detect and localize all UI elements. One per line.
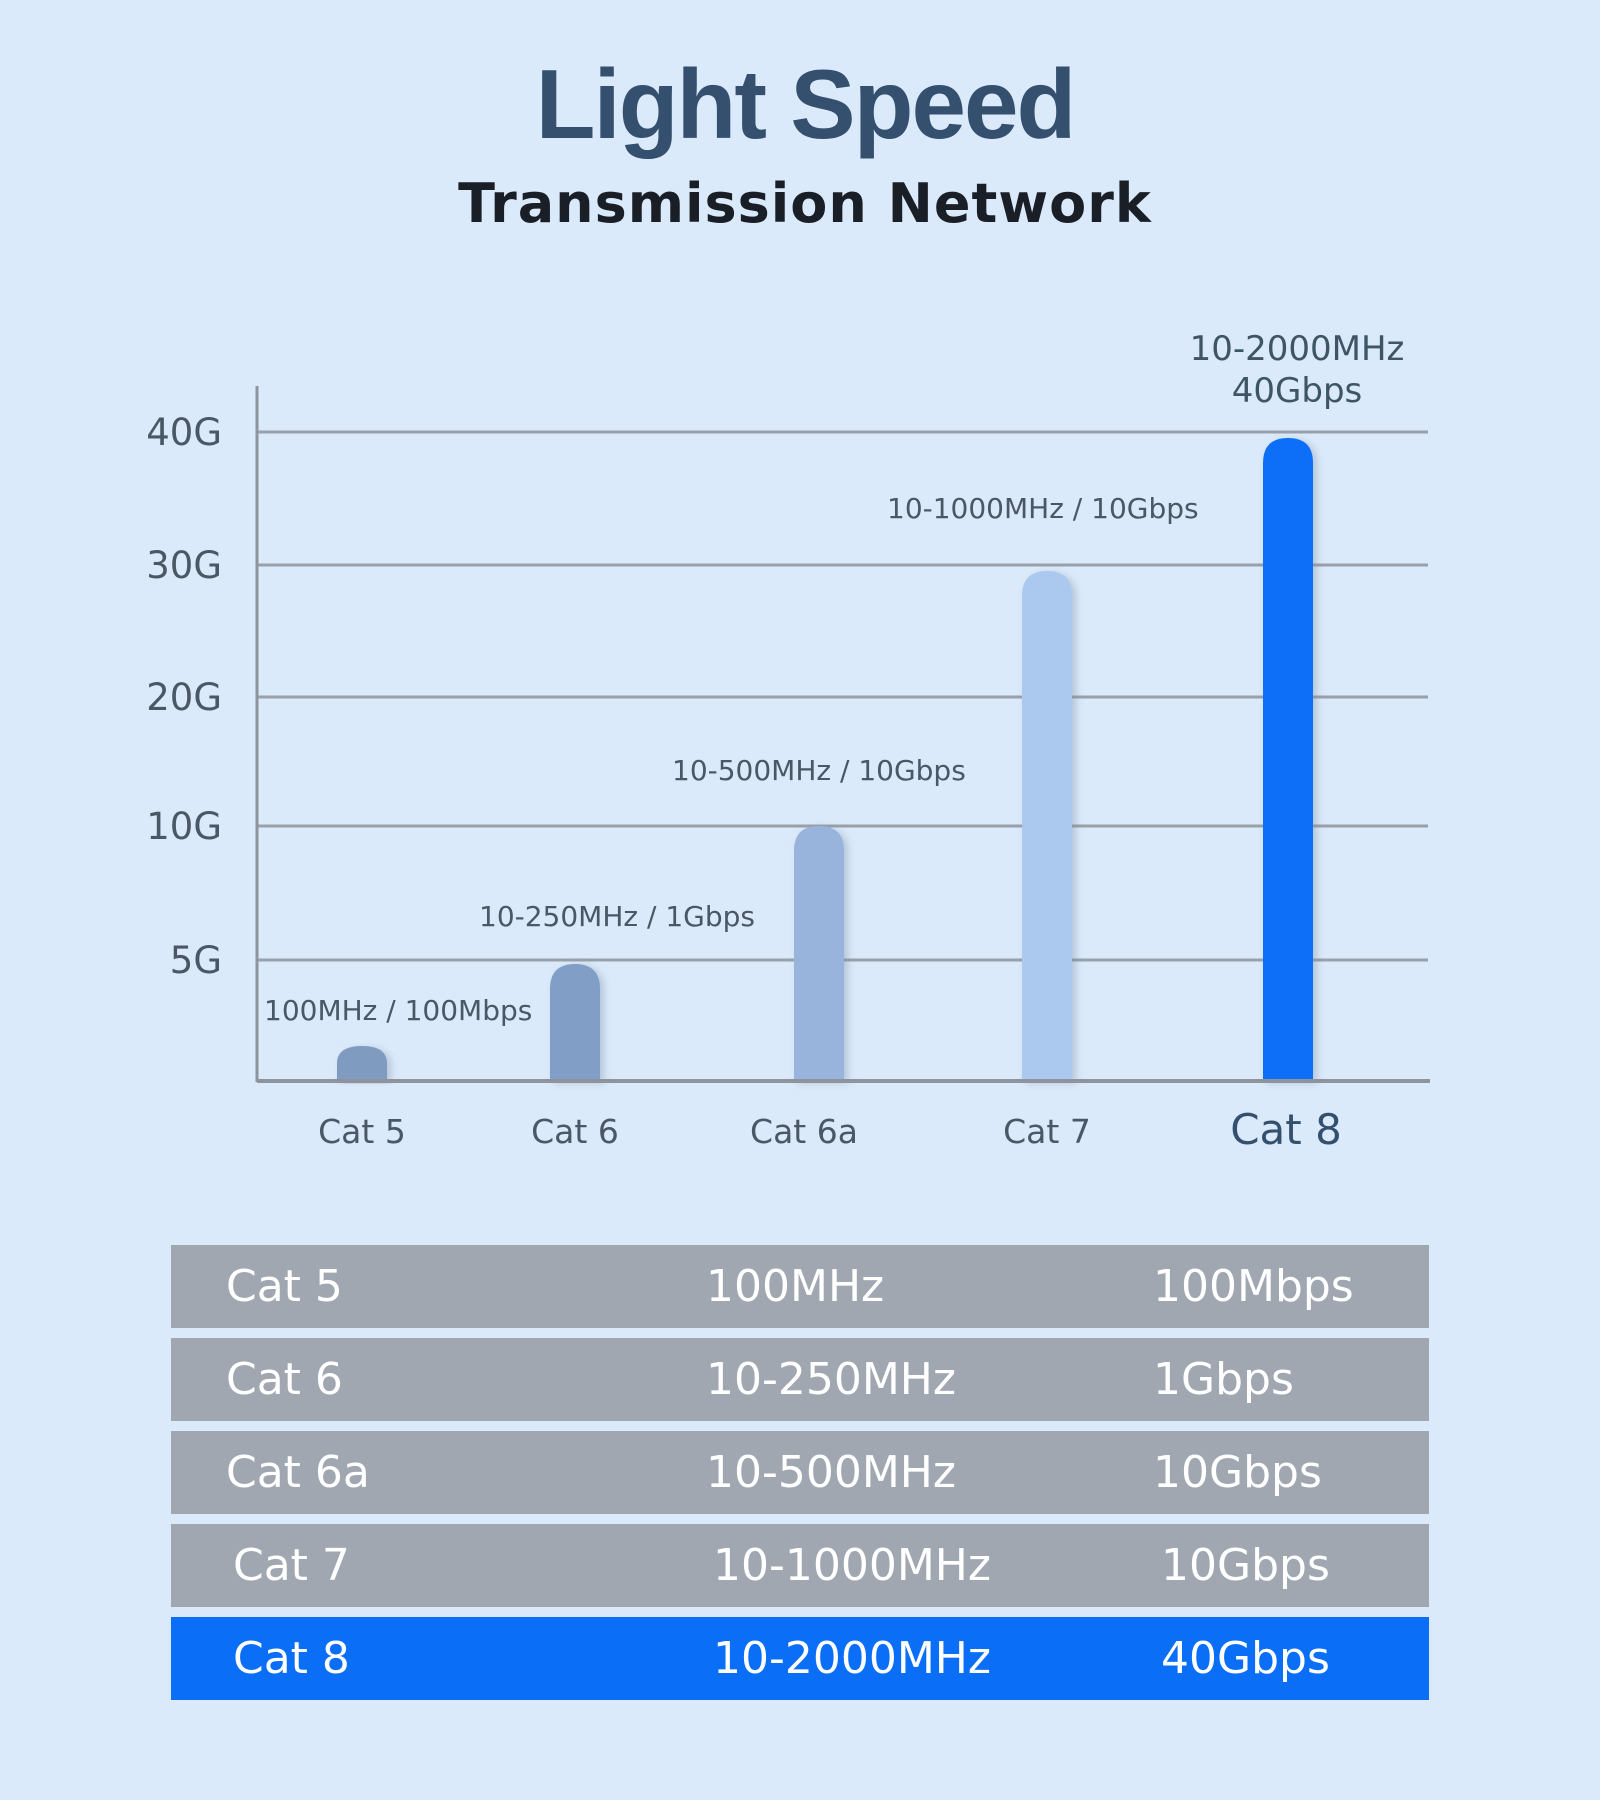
- spec-table: Cat 5 100MHz 100Mbps Cat 6 10-250MHz 1Gb…: [171, 1245, 1429, 1710]
- bar: [794, 826, 844, 1081]
- x-tick-label: Cat 6: [531, 1112, 619, 1151]
- bar-data-label: 100MHz / 100Mbps: [264, 994, 532, 1027]
- y-tick-label: 40G: [146, 411, 222, 454]
- page-subtitle: Transmission Network: [458, 172, 1152, 235]
- row-category: Cat 7: [233, 1540, 350, 1591]
- x-tick-label: Cat 5: [318, 1112, 406, 1151]
- row-frequency: 10-1000MHz: [713, 1540, 991, 1591]
- row-category: Cat 8: [233, 1633, 350, 1684]
- row-frequency: 10-250MHz: [706, 1354, 956, 1405]
- row-speed: 10Gbps: [1161, 1540, 1330, 1591]
- table-row: Cat 6a 10-500MHz 10Gbps: [171, 1431, 1429, 1514]
- y-tick-label: 20G: [146, 676, 222, 719]
- y-tick-label: 5G: [170, 939, 222, 982]
- x-tick-label: Cat 6a: [750, 1112, 858, 1151]
- y-tick-label: 30G: [146, 544, 222, 587]
- row-category: Cat 6a: [226, 1447, 370, 1498]
- bar-data-label: 10-500MHz / 10Gbps: [672, 754, 966, 787]
- speed-bar-chart: 5G 10G 20G 30G 40G 100MHz / 100Mbps 10-250MHz …: [146, 329, 1430, 1154]
- y-tick-label: 10G: [146, 805, 222, 848]
- bar-data-label: 10-2000MHz 40Gbps: [1190, 329, 1405, 411]
- table-row: Cat 6 10-250MHz 1Gbps: [171, 1338, 1429, 1421]
- bar: [337, 1046, 387, 1081]
- row-speed: 10Gbps: [1153, 1447, 1322, 1498]
- row-frequency: 10-500MHz: [706, 1447, 956, 1498]
- row-speed: 100Mbps: [1153, 1261, 1354, 1312]
- bar: [1263, 438, 1313, 1081]
- table-row: Cat 5 100MHz 100Mbps: [171, 1245, 1429, 1328]
- bar: [1022, 571, 1072, 1081]
- table-row: Cat 7 10-1000MHz 10Gbps: [171, 1524, 1429, 1607]
- row-category: Cat 6: [226, 1354, 343, 1405]
- page-title: Light Speed: [535, 49, 1077, 159]
- row-speed: 1Gbps: [1153, 1354, 1294, 1405]
- row-frequency: 10-2000MHz: [713, 1633, 991, 1684]
- x-tick-label: Cat 8: [1230, 1105, 1342, 1154]
- row-category: Cat 5: [226, 1261, 343, 1312]
- x-tick-label: Cat 7: [1003, 1112, 1091, 1151]
- bar-data-label: 10-250MHz / 1Gbps: [479, 900, 755, 933]
- table-row-highlighted: Cat 8 10-2000MHz 40Gbps: [171, 1617, 1429, 1700]
- row-frequency: 100MHz: [706, 1261, 885, 1312]
- row-speed: 40Gbps: [1161, 1633, 1330, 1684]
- bar: [550, 964, 600, 1081]
- bar-data-label: 10-1000MHz / 10Gbps: [887, 492, 1199, 525]
